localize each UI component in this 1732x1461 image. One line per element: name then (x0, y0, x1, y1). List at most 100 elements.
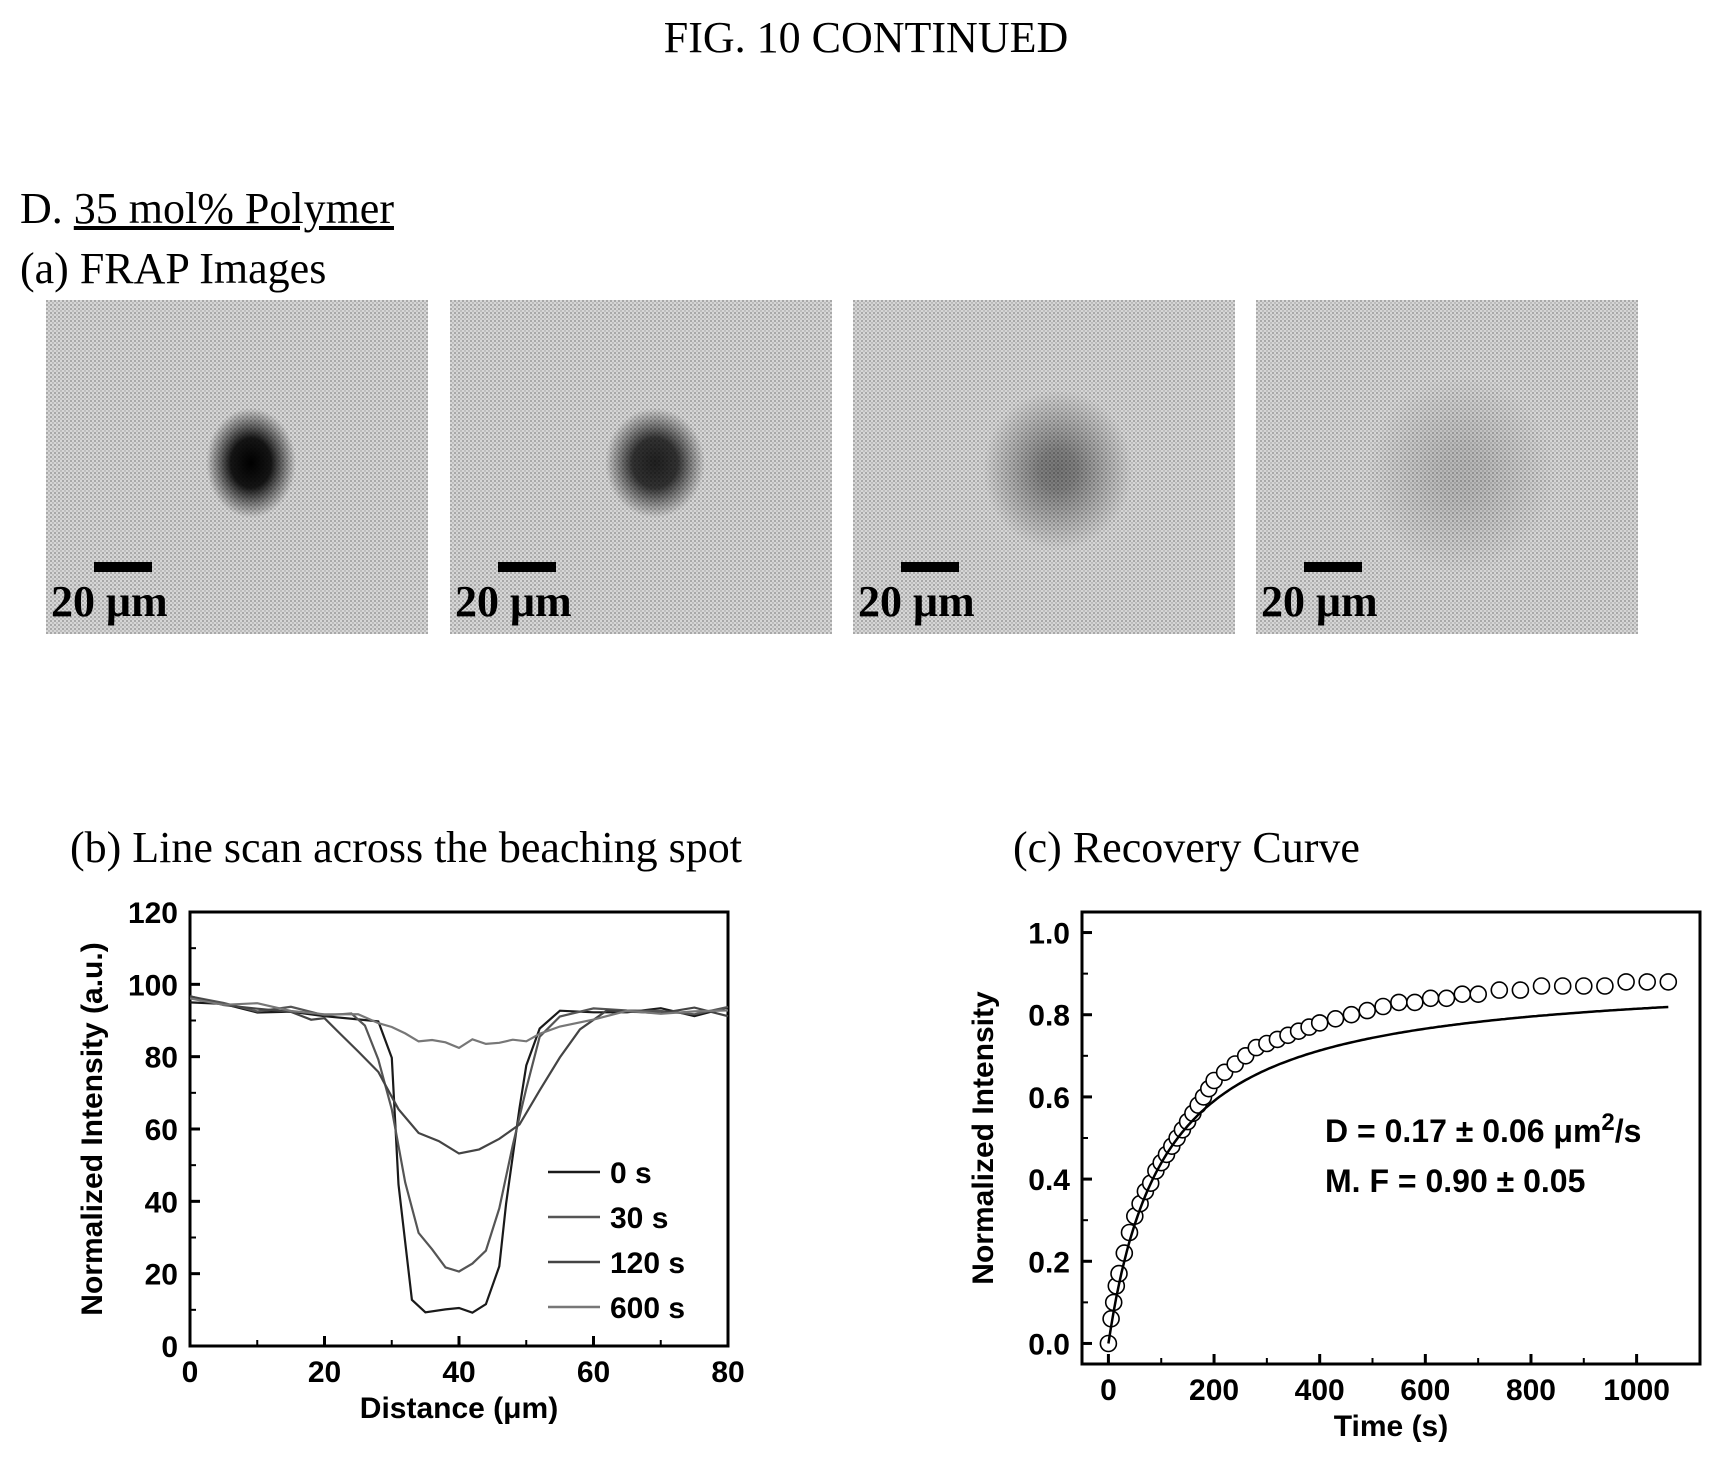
figure-title: FIG. 10 CONTINUED (663, 13, 1069, 62)
scale-bar (94, 562, 152, 572)
scale-bar (1304, 562, 1362, 572)
scale-bar (901, 562, 959, 572)
y-tick-label: 0 (161, 1331, 178, 1364)
scale-bar-label: 20 μm (1261, 577, 1378, 626)
data-point (1194, 1088, 1213, 1106)
bleach-spot (1366, 375, 1556, 575)
bleach-spot (983, 390, 1133, 550)
data-point (1107, 1277, 1126, 1295)
panel-a-title: (a) FRAP Images (20, 244, 327, 293)
legend-label: 30 s (610, 1202, 668, 1235)
bleach-spot (206, 408, 296, 518)
x-tick-label: 400 (1295, 1374, 1345, 1407)
data-point (1147, 1162, 1165, 1180)
data-point (1553, 977, 1572, 995)
data-point (1326, 1009, 1345, 1028)
y-tick-label: 1.0 (1028, 918, 1070, 951)
data-point (1268, 1030, 1287, 1049)
x-axis-label: Distance (μm) (360, 1392, 558, 1425)
plot-frame (188, 910, 730, 1348)
data-point (1189, 1096, 1207, 1114)
data-point (1289, 1022, 1308, 1040)
series-line-120s (189, 995, 729, 1155)
annotation-diffusion: D = 0.17 ± 0.06 μm2/s (1325, 1109, 1641, 1149)
data-point (1511, 981, 1530, 999)
data-point (1163, 1137, 1181, 1155)
data-point (1596, 977, 1614, 995)
data-point (1358, 1001, 1376, 1020)
section-title: D. 35 mol% Polymer (20, 183, 394, 234)
data-point (1469, 985, 1487, 1004)
y-tick-label: 0.6 (1028, 1082, 1070, 1115)
data-point (1136, 1182, 1155, 1201)
panel-c-title: (c) Recovery Curve (1013, 823, 1360, 872)
frap-image-canvas: 20 μm (46, 300, 428, 634)
data-point (1490, 981, 1509, 999)
y-tick-label: 60 (145, 1114, 178, 1147)
frap-image-3: 20 μm (853, 300, 1235, 634)
x-tick-label: 600 (1400, 1374, 1450, 1407)
y-tick-label: 80 (145, 1042, 178, 1075)
series-line-600s (189, 997, 729, 1050)
scale-bar-label: 20 μm (455, 577, 572, 626)
frap-image-4: 20 μm (1256, 300, 1638, 634)
data-point (1247, 1038, 1266, 1057)
data-point (1099, 1334, 1118, 1353)
data-point (1141, 1174, 1160, 1192)
data-point (1390, 993, 1408, 1012)
y-tick-label: 100 (128, 969, 178, 1002)
data-point (1104, 1293, 1123, 1312)
data-point (1215, 1063, 1234, 1082)
series-line-30s (189, 995, 729, 1273)
y-axis-label: Normalized Intensity (967, 991, 1000, 1285)
data-point (1157, 1145, 1176, 1164)
data-point (1152, 1153, 1170, 1172)
data-point (1617, 973, 1635, 991)
scale-bar (498, 562, 556, 572)
data-point (1437, 989, 1456, 1008)
fit-curve (1107, 1005, 1669, 1344)
data-point (1184, 1104, 1202, 1123)
x-tick-label: 60 (577, 1356, 610, 1389)
frap-image-1: 20 μm (46, 300, 428, 634)
data-point (1110, 1264, 1128, 1283)
x-tick-label: 0 (1100, 1374, 1117, 1407)
y-tick-label: 20 (145, 1259, 178, 1292)
scale-bar-label: 20 μm (51, 577, 168, 626)
y-tick-label: 0.0 (1028, 1328, 1070, 1361)
y-axis-label: Normalized Intensity (a.u.) (76, 942, 109, 1315)
y-tick-label: 0.8 (1028, 1000, 1070, 1033)
legend-label: 0 s (610, 1157, 652, 1190)
frap-image-canvas: 20 μm (450, 300, 832, 634)
data-point (1205, 1071, 1223, 1090)
data-point (1168, 1129, 1186, 1147)
data-point (1575, 977, 1593, 995)
data-point (1120, 1223, 1139, 1242)
data-point (1421, 989, 1440, 1008)
data-point (1453, 985, 1472, 1004)
annotation-mobile-fraction: M. F = 0.90 ± 0.05 (1325, 1163, 1585, 1199)
data-point (1178, 1112, 1197, 1131)
data-point (1279, 1026, 1297, 1045)
data-point (1310, 1014, 1329, 1032)
y-tick-label: 0.2 (1028, 1246, 1070, 1279)
data-point (1131, 1194, 1149, 1213)
data-point (1638, 973, 1656, 991)
data-point (1200, 1079, 1218, 1098)
bleach-spot (605, 408, 705, 518)
section-name: 35 mol% Polymer (73, 184, 394, 233)
data-point (1102, 1310, 1120, 1328)
frap-image-2: 20 μm (450, 300, 832, 634)
data-point (1226, 1055, 1244, 1073)
scale-bar-label: 20 μm (858, 577, 975, 626)
y-tick-label: 120 (128, 897, 178, 930)
x-tick-label: 800 (1506, 1374, 1556, 1407)
data-point (1374, 997, 1392, 1016)
data-point (1236, 1047, 1255, 1065)
x-tick-label: 80 (711, 1356, 744, 1389)
legend-label: 600 s (610, 1292, 685, 1325)
data-point (1406, 993, 1424, 1012)
x-tick-label: 1000 (1603, 1374, 1670, 1407)
section-letter: D. (20, 184, 63, 233)
x-tick-label: 20 (308, 1356, 341, 1389)
